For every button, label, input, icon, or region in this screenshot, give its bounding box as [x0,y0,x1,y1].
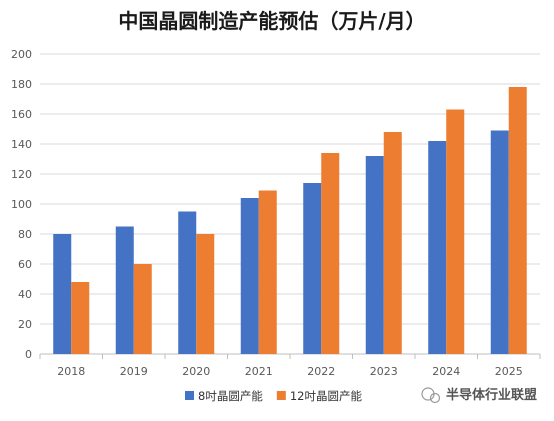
bar-12吋晶圆产能-2023 [383,132,402,354]
x-tick-label: 2025 [495,365,523,378]
chart-title: 中国晶圆制造产能预估（万片/月） [118,9,425,33]
bar-8吋晶圆产能-2024 [428,141,447,354]
y-tick-label: 180 [11,78,32,91]
x-tick-label: 2020 [182,365,210,378]
legend-label: 12吋晶圆产能 [290,389,363,403]
bar-12吋晶圆产能-2025 [508,87,527,354]
y-tick-label: 60 [18,258,32,271]
y-tick-label: 0 [25,348,32,361]
x-tick-label: 2019 [120,365,148,378]
legend-label: 8吋晶圆产能 [198,389,263,403]
y-axis: 0 20 40 60 80 100 120 140 160 180 200 [11,48,32,361]
bar-8吋晶圆产能-2018 [53,234,72,354]
bar-8吋晶圆产能-2022 [303,183,322,354]
bar-12吋晶圆产能-2022 [321,153,340,354]
y-tick-label: 160 [11,108,32,121]
bar-12吋晶圆产能-2024 [446,109,465,354]
watermark: 半导体行业联盟 [421,387,537,404]
bar-8吋晶圆产能-2025 [490,130,509,354]
y-tick-label: 40 [18,288,32,301]
y-tick-label: 80 [18,228,32,241]
gridlines [40,53,540,355]
x-tick-label: 2018 [57,365,85,378]
x-tick-label: 2023 [370,365,398,378]
y-tick-label: 120 [11,168,32,181]
bar-12吋晶圆产能-2018 [71,282,90,354]
y-tick-label: 140 [11,138,32,151]
bar-8吋晶圆产能-2019 [115,226,134,354]
bar-8吋晶圆产能-2020 [178,211,197,354]
bar-12吋晶圆产能-2019 [133,264,152,354]
y-tick-label: 100 [11,198,32,211]
x-axis: 2018 2019 2020 2021 2022 2023 2024 2025 [39,354,541,378]
x-tick-label: 2021 [245,365,273,378]
bar-8吋晶圆产能-2021 [240,198,259,354]
legend-swatch [185,391,194,400]
legend: 8吋晶圆产能 12吋晶圆产能 [185,389,362,403]
bar-12吋晶圆产能-2021 [258,190,277,354]
x-tick-label: 2022 [307,365,335,378]
x-tick-label: 2024 [432,365,460,378]
y-tick-label: 200 [11,48,32,61]
bar-8吋晶圆产能-2023 [365,156,384,354]
bar-12吋晶圆产能-2020 [196,234,215,354]
watermark-text: 半导体行业联盟 [446,387,537,403]
legend-swatch [276,391,286,400]
wechat-icon [421,387,441,404]
y-tick-label: 20 [18,318,32,331]
bars [53,87,527,354]
